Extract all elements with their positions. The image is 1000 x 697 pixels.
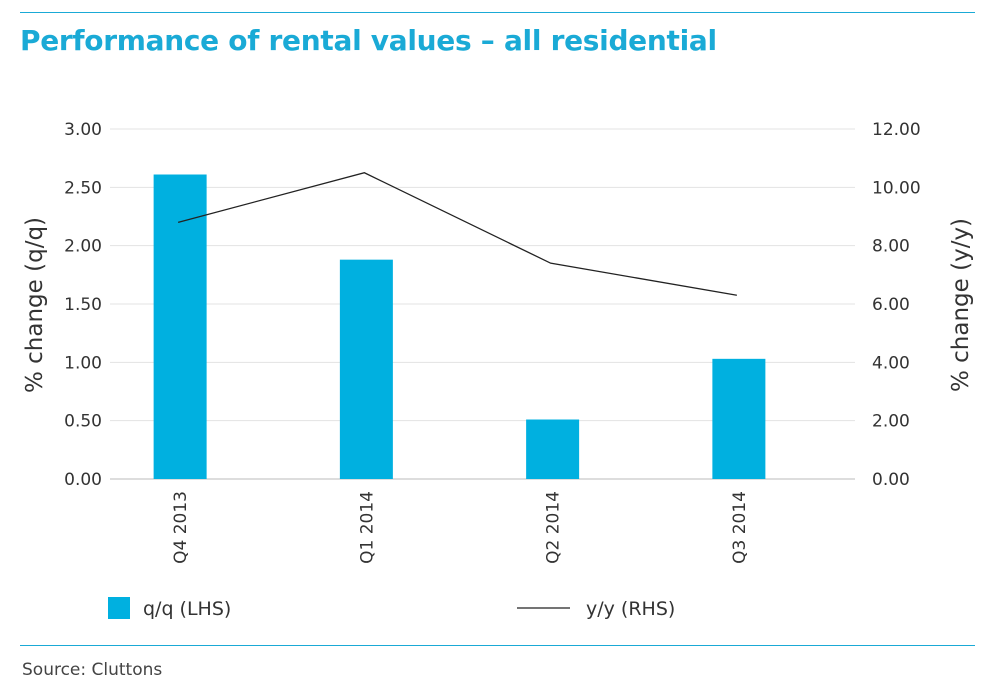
category-labels: Q4 2013 Q1 2014 Q2 2014 Q3 2014 bbox=[171, 491, 750, 564]
right-tick-label: 0.00 bbox=[872, 470, 910, 490]
right-tick-label: 12.00 bbox=[872, 120, 921, 140]
legend-bar-swatch bbox=[108, 597, 130, 619]
left-axis-ticks: 0.00 0.50 1.00 1.50 2.00 2.50 3.00 bbox=[64, 120, 102, 490]
top-rule bbox=[20, 12, 975, 13]
legend-line-label: y/y (RHS) bbox=[586, 598, 675, 620]
right-axis-ticks: 0.00 2.00 4.00 6.00 8.00 10.00 12.00 bbox=[872, 120, 921, 490]
category-label: Q3 2014 bbox=[730, 491, 750, 564]
left-tick-label: 3.00 bbox=[64, 120, 102, 140]
left-tick-label: 1.00 bbox=[64, 353, 102, 373]
left-tick-label: 1.50 bbox=[64, 295, 102, 315]
right-axis-label: % change (y/y) bbox=[948, 218, 974, 392]
bar-q3-2014 bbox=[712, 358, 766, 479]
chart-title: Performance of rental values – all resid… bbox=[20, 24, 717, 57]
right-tick-label: 10.00 bbox=[872, 178, 921, 198]
left-tick-label: 2.00 bbox=[64, 237, 102, 257]
right-tick-label: 2.00 bbox=[872, 412, 910, 432]
line-series bbox=[177, 172, 737, 296]
right-tick-label: 8.00 bbox=[872, 237, 910, 257]
y-y-line bbox=[177, 172, 737, 296]
bar-q1-2014 bbox=[339, 259, 393, 479]
category-label: Q4 2013 bbox=[171, 491, 191, 564]
source-note: Source: Cluttons bbox=[22, 660, 163, 680]
left-tick-label: 0.00 bbox=[64, 470, 102, 490]
left-tick-label: 0.50 bbox=[64, 412, 102, 432]
legend-bar-label: q/q (LHS) bbox=[143, 598, 231, 620]
bars bbox=[153, 174, 766, 479]
category-label: Q2 2014 bbox=[544, 491, 564, 564]
left-tick-label: 2.50 bbox=[64, 178, 102, 198]
category-label: Q1 2014 bbox=[357, 491, 377, 564]
legend: q/q (LHS) y/y (RHS) bbox=[108, 597, 675, 620]
right-tick-label: 6.00 bbox=[872, 295, 910, 315]
right-tick-label: 4.00 bbox=[872, 353, 910, 373]
bar-q2-2014 bbox=[526, 419, 580, 479]
bar-q4-2013 bbox=[153, 174, 207, 479]
left-axis-label: % change (q/q) bbox=[22, 217, 48, 393]
bottom-rule bbox=[20, 645, 975, 646]
